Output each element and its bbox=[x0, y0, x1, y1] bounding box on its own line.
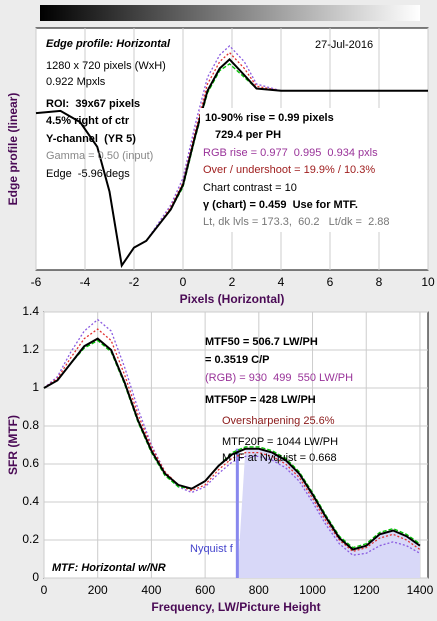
annotation: Chart contrast = 10 bbox=[203, 182, 297, 194]
y-tick-label: 1.4 bbox=[22, 304, 39, 318]
x-tick-label: 0 bbox=[180, 275, 187, 289]
series-line bbox=[43, 337, 421, 551]
x-tick-label: 2 bbox=[229, 275, 236, 289]
chart-title: Edge profile: Horizontal bbox=[46, 38, 171, 50]
series-line bbox=[43, 328, 421, 553]
x-tick-label: 1200 bbox=[353, 583, 380, 597]
gray-bar bbox=[40, 5, 420, 21]
x-tick-label: 0 bbox=[41, 583, 48, 597]
annotation: 1280 x 720 pixels (WxH) bbox=[46, 60, 166, 72]
x-tick-label: 1400 bbox=[407, 583, 434, 597]
annotation: RGB rise = 0.977 0.995 0.934 pxls bbox=[203, 147, 378, 159]
x-axis-label: Pixels (Horizontal) bbox=[180, 292, 285, 306]
x-tick-label: 10 bbox=[421, 275, 435, 289]
nyquist-shade bbox=[237, 448, 420, 578]
annotation: MTF at Nyquist = 0.668 bbox=[222, 452, 337, 464]
x-tick-label: 6 bbox=[327, 275, 334, 289]
annotation: 10-90% rise = 0.99 pixels bbox=[205, 112, 334, 124]
text-box bbox=[200, 108, 424, 232]
x-tick-label: 4 bbox=[278, 275, 285, 289]
annotation: Nyquist f bbox=[190, 543, 234, 555]
annotation: MTF20P = 1044 LW/PH bbox=[222, 436, 338, 448]
x-tick-label: 8 bbox=[376, 275, 383, 289]
annotation: Gamma = 0.50 (input) bbox=[46, 150, 153, 162]
x-tick-label: -4 bbox=[80, 275, 91, 289]
annotation: 0.922 Mpxls bbox=[46, 76, 106, 88]
x-tick-label: 1000 bbox=[299, 583, 326, 597]
chart-title: MTF: Horizontal w/NR bbox=[52, 562, 166, 574]
y-axis-label: SFR (MTF) bbox=[6, 415, 20, 475]
y-tick-label: 0.2 bbox=[22, 532, 39, 546]
annotation: Over / undershoot = 19.9% / 10.3% bbox=[203, 164, 375, 176]
annotation: Oversharpening 25.6% bbox=[222, 415, 335, 427]
y-tick-label: 1.2 bbox=[22, 342, 39, 356]
annotation: Lt, dk lvls = 173.3, 60.2 Lt/dk = 2.88 bbox=[203, 216, 390, 228]
annotation: = 0.3519 C/P bbox=[205, 354, 270, 366]
annotation: Edge -5.96 degs bbox=[46, 168, 130, 180]
x-tick-label: -2 bbox=[129, 275, 140, 289]
series-line bbox=[43, 339, 421, 549]
annotation: γ (chart) = 0.459 Use for MTF. bbox=[203, 199, 358, 211]
y-tick-label: 0 bbox=[32, 570, 39, 584]
y-tick-label: 0.6 bbox=[22, 456, 39, 470]
annotation: ROI: 39x67 pixels bbox=[46, 98, 140, 110]
annotation: (RGB) = 930 499 550 LW/PH bbox=[205, 372, 353, 384]
x-axis-label: Frequency, LW/Picture Height bbox=[151, 600, 320, 614]
annotation: 4.5% right of ctr bbox=[46, 115, 130, 127]
y-tick-label: 0.8 bbox=[22, 418, 39, 432]
x-tick-label: 600 bbox=[195, 583, 215, 597]
y-tick-label: 1 bbox=[32, 380, 39, 394]
x-tick-label: 400 bbox=[141, 583, 161, 597]
x-tick-label: -6 bbox=[31, 275, 42, 289]
annotation: 27-Jul-2016 bbox=[315, 39, 373, 51]
annotation: 729.4 per PH bbox=[215, 129, 281, 141]
annotation: MTF50 = 506.7 LW/PH bbox=[205, 336, 318, 348]
annotation: MTF50P = 428 LW/PH bbox=[205, 394, 316, 406]
y-axis-label: Edge profile (linear) bbox=[6, 93, 20, 206]
x-tick-label: 800 bbox=[249, 583, 269, 597]
annotation: Y-channel (YR 5) bbox=[46, 133, 136, 145]
x-tick-label: 200 bbox=[88, 583, 108, 597]
y-tick-label: 0.4 bbox=[22, 494, 39, 508]
